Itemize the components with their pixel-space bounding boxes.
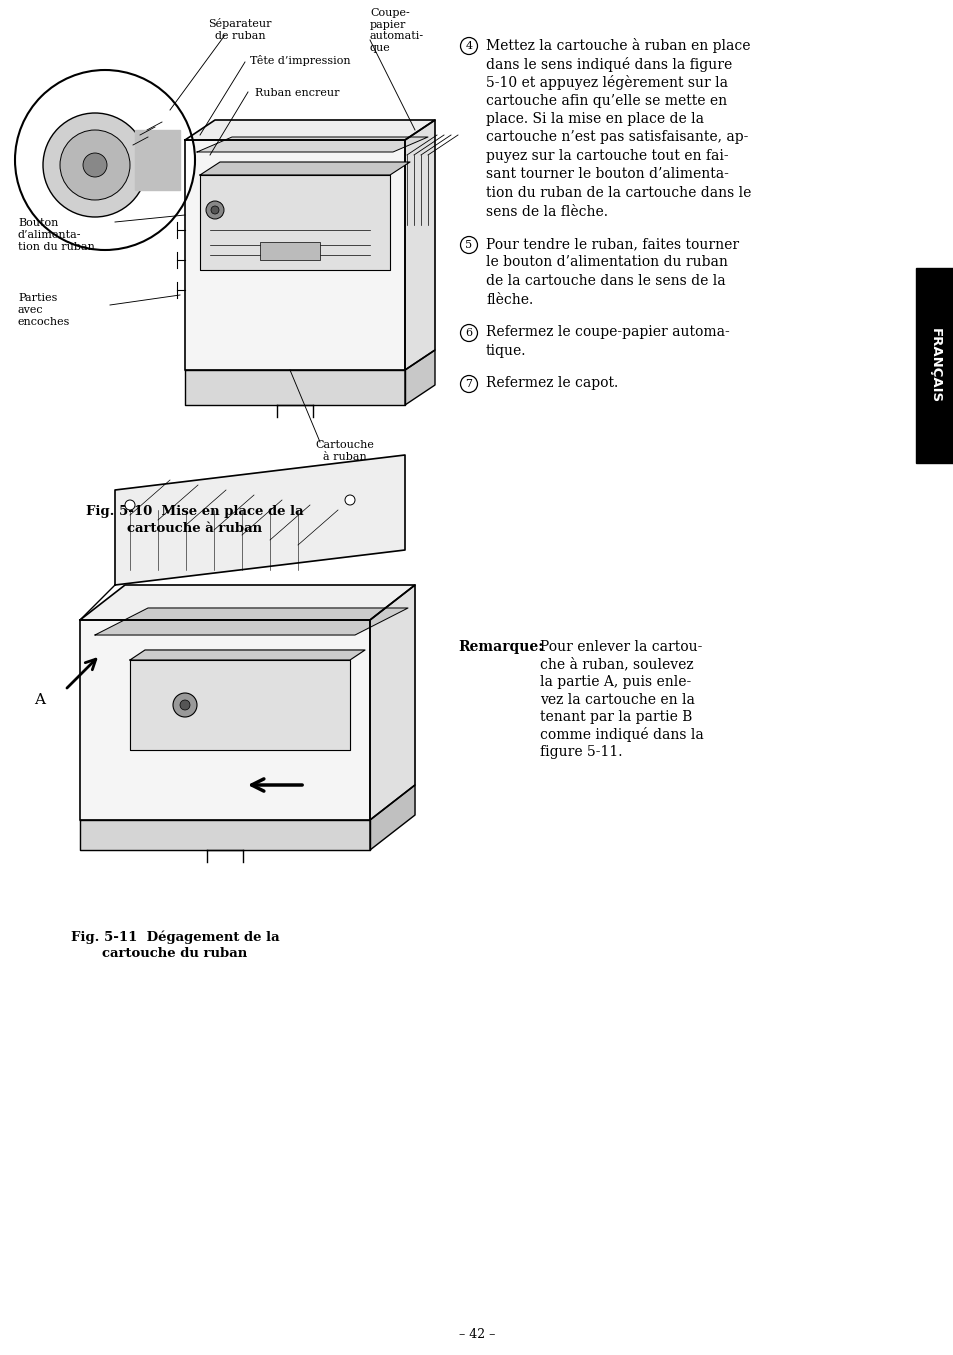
- Circle shape: [172, 692, 196, 717]
- Text: cartouche à ruban: cartouche à ruban: [128, 522, 262, 535]
- Text: Refermez le capot.: Refermez le capot.: [485, 375, 618, 390]
- Text: tenant par la partie B: tenant par la partie B: [539, 710, 692, 724]
- Text: Tête d’impression: Tête d’impression: [250, 56, 351, 66]
- Polygon shape: [200, 175, 390, 270]
- Circle shape: [83, 153, 107, 178]
- Text: 6: 6: [465, 328, 472, 337]
- Text: cartouche afin qu’elle se mette en: cartouche afin qu’elle se mette en: [485, 93, 726, 107]
- Polygon shape: [370, 585, 415, 820]
- Polygon shape: [80, 621, 370, 820]
- Polygon shape: [115, 455, 405, 585]
- Circle shape: [15, 70, 194, 251]
- Text: figure 5-11.: figure 5-11.: [539, 745, 622, 759]
- Circle shape: [211, 206, 219, 214]
- Text: Mettez la cartouche à ruban en place: Mettez la cartouche à ruban en place: [485, 38, 750, 53]
- Text: – 42 –: – 42 –: [458, 1328, 495, 1341]
- Text: sens de la flèche.: sens de la flèche.: [485, 205, 607, 218]
- Polygon shape: [185, 370, 405, 405]
- Text: Séparateur
de ruban: Séparateur de ruban: [208, 18, 272, 41]
- Text: puyez sur la cartouche tout en fai-: puyez sur la cartouche tout en fai-: [485, 149, 728, 163]
- Text: 4: 4: [465, 41, 472, 51]
- Text: che à ruban, soulevez: che à ruban, soulevez: [539, 657, 693, 672]
- Polygon shape: [185, 140, 405, 370]
- Text: Fig. 5-11  Dégagement de la: Fig. 5-11 Dégagement de la: [71, 930, 279, 943]
- Text: cartouche du ruban: cartouche du ruban: [102, 947, 248, 959]
- Text: Parties
avec
encoches: Parties avec encoches: [18, 294, 71, 327]
- Circle shape: [180, 701, 190, 710]
- Bar: [915, 268, 953, 463]
- Text: dans le sens indiqué dans la figure: dans le sens indiqué dans la figure: [485, 57, 732, 72]
- Circle shape: [60, 130, 130, 201]
- Text: de la cartouche dans le sens de la: de la cartouche dans le sens de la: [485, 274, 725, 289]
- Text: Fig. 5-10  Mise en place de la: Fig. 5-10 Mise en place de la: [86, 505, 303, 518]
- Text: vez la cartouche en la: vez la cartouche en la: [539, 692, 694, 706]
- Polygon shape: [370, 785, 415, 850]
- Text: B: B: [204, 668, 215, 682]
- Text: Pour tendre le ruban, faites tourner: Pour tendre le ruban, faites tourner: [485, 237, 739, 251]
- Text: FRANÇAIS: FRANÇAIS: [927, 328, 941, 402]
- Polygon shape: [135, 130, 180, 190]
- Text: sant tourner le bouton d’alimenta-: sant tourner le bouton d’alimenta-: [485, 168, 728, 182]
- Circle shape: [206, 201, 224, 220]
- Text: place. Si la mise en place de la: place. Si la mise en place de la: [485, 112, 703, 126]
- Text: le bouton d’alimentation du ruban: le bouton d’alimentation du ruban: [485, 256, 727, 270]
- Circle shape: [125, 500, 135, 509]
- Text: Ruban encreur: Ruban encreur: [254, 88, 339, 98]
- Polygon shape: [196, 137, 428, 152]
- Polygon shape: [95, 608, 408, 635]
- Polygon shape: [80, 585, 415, 621]
- Text: la partie A, puis enle-: la partie A, puis enle-: [539, 675, 691, 688]
- Polygon shape: [405, 350, 435, 405]
- Text: Coupe-
papier
automati-
que: Coupe- papier automati- que: [370, 8, 424, 53]
- Polygon shape: [130, 660, 350, 751]
- Text: flèche.: flèche.: [485, 293, 533, 306]
- Polygon shape: [185, 121, 435, 140]
- Text: tion du ruban de la cartouche dans le: tion du ruban de la cartouche dans le: [485, 186, 751, 201]
- Polygon shape: [405, 121, 435, 370]
- Circle shape: [43, 112, 147, 217]
- Text: 7: 7: [465, 379, 472, 389]
- Text: cartouche n’est pas satisfaisante, ap-: cartouche n’est pas satisfaisante, ap-: [485, 130, 747, 145]
- Text: A: A: [34, 692, 46, 707]
- Text: Cartouche
à ruban: Cartouche à ruban: [315, 440, 374, 462]
- Bar: [260, 243, 319, 260]
- Polygon shape: [80, 820, 370, 850]
- Text: Remarque:: Remarque:: [457, 640, 543, 654]
- Text: Pour enlever la cartou-: Pour enlever la cartou-: [539, 640, 701, 654]
- Text: 5-10 et appuyez légèrement sur la: 5-10 et appuyez légèrement sur la: [485, 75, 727, 89]
- Circle shape: [345, 495, 355, 505]
- Polygon shape: [200, 163, 410, 175]
- Text: Refermez le coupe-papier automa-: Refermez le coupe-papier automa-: [485, 325, 729, 339]
- Text: comme indiqué dans la: comme indiqué dans la: [539, 728, 703, 743]
- Text: 5: 5: [465, 240, 472, 251]
- Text: Bouton
d’alimenta-
tion du ruban: Bouton d’alimenta- tion du ruban: [18, 218, 94, 252]
- Text: tique.: tique.: [485, 344, 526, 358]
- Polygon shape: [130, 650, 365, 660]
